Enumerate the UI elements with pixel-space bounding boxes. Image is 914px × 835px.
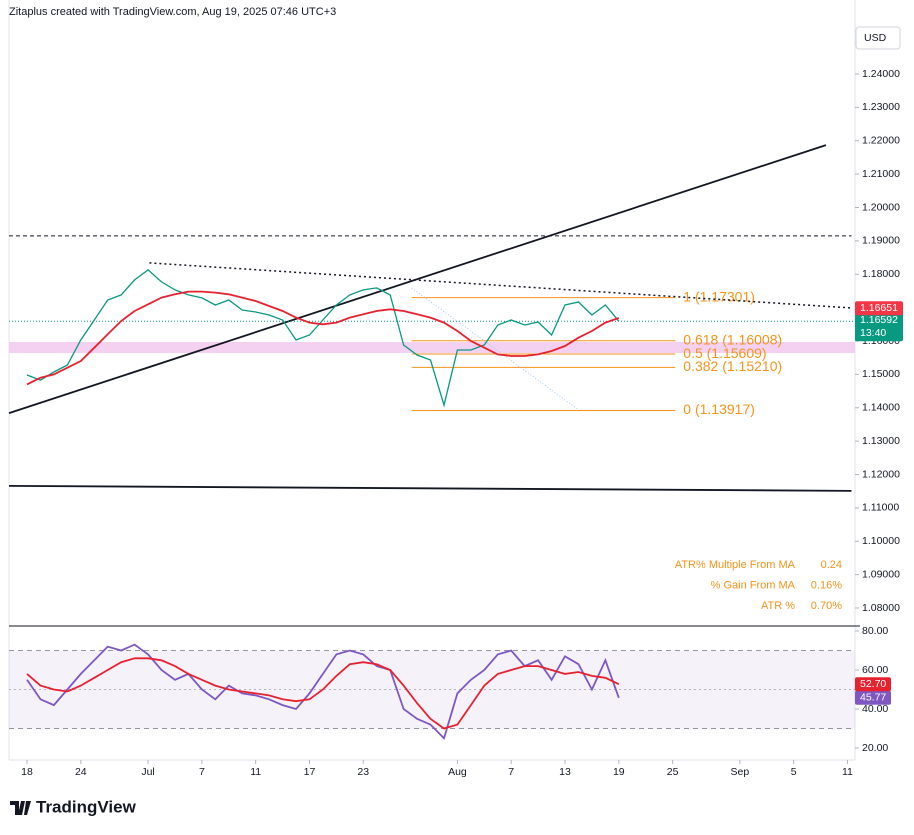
x-tick-label: 18 (21, 766, 33, 778)
fib-label: 0.618 (1.16008) (683, 331, 782, 347)
x-tick-label: 25 (667, 766, 679, 778)
x-tick-label: 19 (613, 766, 625, 778)
x-tick-label: 13 (559, 766, 571, 778)
last-value-label: 45.77 (860, 692, 886, 704)
x-tick-label: 5 (791, 766, 797, 778)
x-tick-label: Jul (141, 766, 154, 778)
support-zone (9, 342, 855, 354)
header: Zitaplus created with TradingView.com, A… (9, 6, 336, 18)
last-price-label: 1.16592 (860, 314, 898, 326)
y-tick-label: 1.20000 (862, 201, 900, 213)
y-tick-label: 60.00 (862, 664, 888, 676)
series-line (26, 269, 620, 408)
trendline (149, 262, 852, 309)
fib-label: 1 (1.17301) (683, 288, 755, 304)
x-tick-label: Sep (731, 766, 750, 778)
x-tick-label: 17 (304, 766, 316, 778)
y-tick-label: 1.12000 (862, 468, 900, 480)
price-marker-label: 1.16651 (860, 302, 898, 314)
y-tick-label: 1.24000 (862, 68, 900, 80)
y-tick-label: 1.21000 (862, 168, 900, 180)
fib-label: 0 (1.13917) (683, 401, 755, 417)
series-line (26, 643, 620, 741)
y-tick-label: 1.11000 (862, 502, 899, 514)
stat-value: 0.24 (821, 559, 842, 571)
series-line (26, 290, 620, 386)
x-tick-label: 23 (357, 766, 369, 778)
countdown-label: 13:40 (860, 327, 886, 339)
y-tick-label: 1.14000 (862, 402, 900, 414)
logo-icon (10, 801, 31, 815)
y-tick-label: 1.10000 (862, 535, 900, 547)
y-tick-label: 80.00 (862, 625, 888, 637)
x-tick-label: 7 (199, 766, 205, 778)
stat-label: ATR % (761, 600, 795, 612)
last-value-box (855, 677, 891, 692)
stat-label: % Gain From MA (711, 579, 796, 591)
x-tick-label: 11 (842, 766, 853, 778)
fib-label: 0.5 (1.15609) (683, 345, 766, 361)
y-tick-label: 1.13000 (862, 435, 900, 447)
trendline (8, 484, 852, 492)
logo: TradingView (10, 797, 137, 816)
y-tick-label: 1.23000 (862, 101, 900, 113)
currency-box[interactable] (855, 26, 901, 50)
last-price-box (855, 313, 903, 342)
stat-label: ATR% Multiple From MA (675, 559, 796, 571)
currency: USD (864, 32, 887, 44)
stat-value: 0.70% (811, 600, 842, 612)
stat-value: 0.16% (811, 579, 842, 591)
y-tick-label: 1.09000 (862, 568, 900, 580)
y-tick-label: 1.08000 (862, 602, 900, 614)
x-tick-label: 7 (508, 766, 514, 778)
y-tick-label: 1.19000 (862, 235, 900, 247)
x-tick-label: 11 (250, 766, 261, 778)
y-tick-label: 1.15000 (862, 368, 900, 380)
fib-label: 0.382 (1.15210) (683, 358, 782, 374)
y-tick-label: 1.22000 (862, 135, 900, 147)
logo-text: TradingView (36, 797, 137, 816)
last-value-label: 52.70 (860, 678, 886, 690)
x-tick-label: 24 (75, 766, 87, 778)
y-tick-label: 20.00 (862, 742, 888, 754)
trendline (8, 144, 827, 414)
y-tick-label: 1.18000 (862, 268, 900, 280)
y-tick-label: 40.00 (862, 703, 888, 715)
x-tick-label: Aug (448, 766, 467, 778)
price-marker-box (855, 301, 903, 316)
series-line (26, 657, 620, 730)
last-value-box (855, 690, 891, 705)
